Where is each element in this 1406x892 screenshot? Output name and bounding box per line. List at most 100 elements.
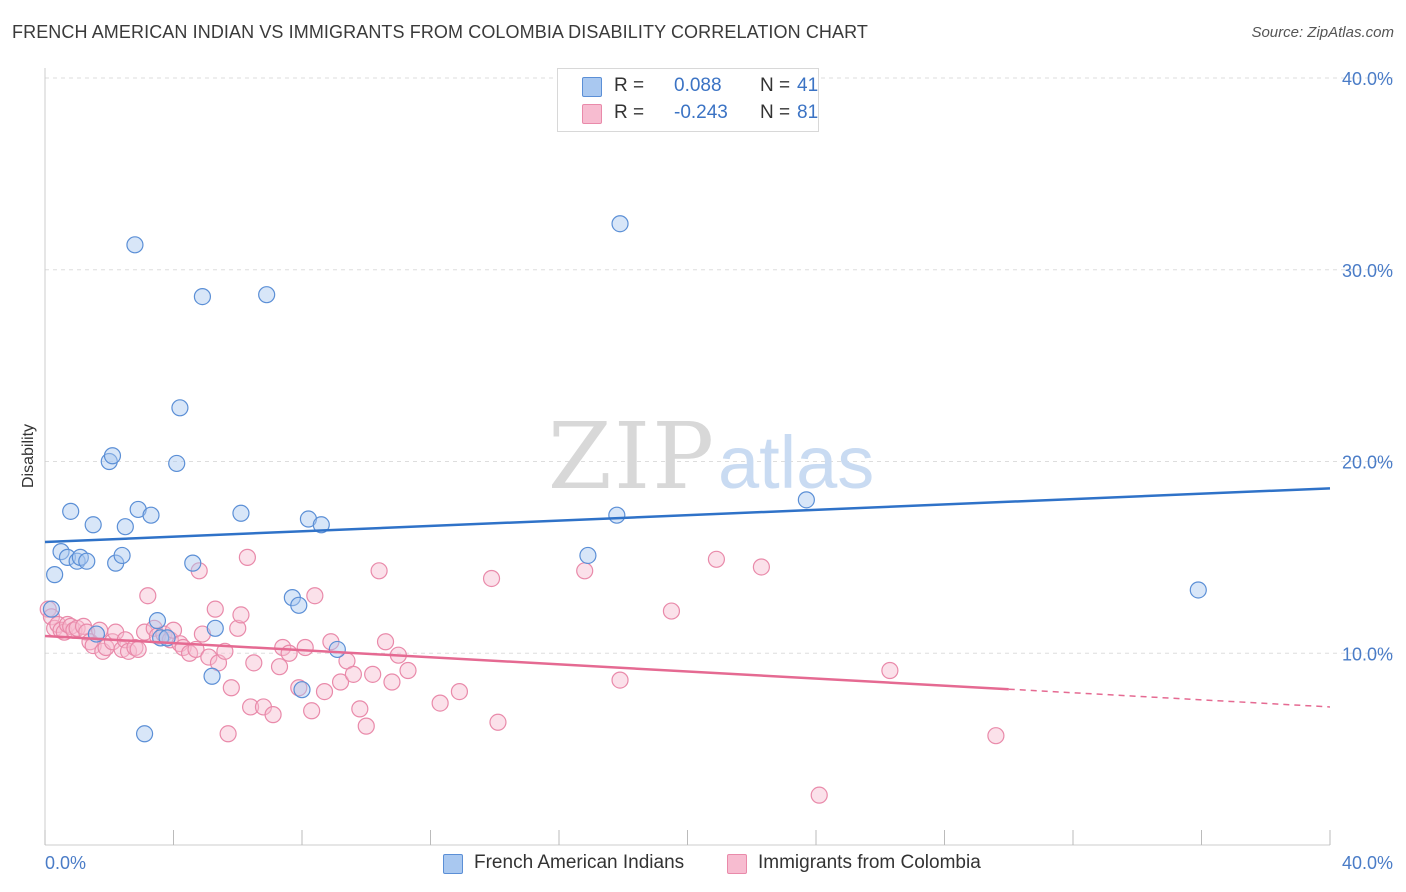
french-american-indians-point [328, 640, 346, 659]
y-tick-label: 30.0% [1342, 261, 1393, 281]
trendline-immigrants-from-colombia [44, 634, 1009, 691]
french-american-indians-point [579, 546, 597, 565]
y-axis-label: Disability [20, 424, 37, 488]
legend-n-label: N = [760, 75, 791, 96]
immigrants-from-colombia-point [206, 600, 224, 618]
trendlines [44, 487, 1331, 708]
x-tick-label-min: 0.0% [45, 853, 86, 873]
french-american-indians-point [142, 506, 160, 524]
correlation-legend: R = 0.088 N = 41 R = -0.243 N = 81 [557, 68, 819, 132]
immigrants-from-colombia-point [264, 706, 282, 724]
immigrants-from-colombia-point [987, 727, 1005, 745]
french-american-indians-point [184, 554, 202, 572]
immigrants-from-colombia-point [139, 587, 157, 605]
chart-source: Source: ZipAtlas.com [1251, 24, 1394, 41]
french-american-indians-point [797, 491, 815, 509]
immigrants-from-colombia-point [364, 665, 382, 683]
french-american-indians-point [62, 502, 80, 520]
french-american-indians-point [116, 518, 134, 536]
legend-r-label: R = [614, 102, 645, 123]
french-american-indians-point [171, 399, 189, 417]
immigrants-from-colombia-point [376, 633, 395, 651]
bottom-legend-swatch-blue [443, 854, 463, 874]
immigrants-from-colombia-point [357, 717, 375, 735]
immigrants-from-colombia-point [315, 682, 334, 701]
immigrants-from-colombia-point [135, 623, 154, 641]
french-american-indians-point [42, 600, 61, 618]
immigrants-from-colombia-point [68, 619, 86, 637]
immigrants-from-colombia-point [810, 786, 828, 804]
immigrants-from-colombia-point [881, 661, 899, 680]
immigrants-from-colombia-point [222, 679, 240, 697]
legend-n-value: 41 [797, 75, 819, 96]
immigrants-from-colombia-point [232, 606, 250, 624]
french-american-indians-point [193, 287, 212, 306]
immigrants-from-colombia-point [229, 619, 247, 637]
french-american-indians-point [58, 548, 77, 566]
immigrants-from-colombia-point [303, 702, 321, 720]
immigrants-from-colombia-point [219, 725, 237, 743]
bottom-legend-swatch-pink [727, 854, 747, 874]
immigrants-from-colombia-point [351, 700, 369, 718]
french-american-indians-point [113, 546, 131, 565]
immigrants-from-colombia-point [662, 602, 681, 620]
x-tick-label-max: 40.0% [1342, 853, 1393, 873]
immigrants-from-colombia-point [752, 558, 770, 576]
immigrants-from-colombia-point [482, 569, 501, 588]
french-american-indians-point [258, 286, 276, 304]
french-american-indians-point [1189, 581, 1207, 599]
french-american-indians-point [103, 447, 122, 465]
immigrants-from-colombia-point [280, 644, 298, 662]
immigrants-from-colombia-point [245, 654, 263, 672]
french-american-indians-point [293, 681, 311, 699]
immigrants-from-colombia-point [431, 694, 449, 712]
french-american-indians-point [206, 619, 224, 637]
french-american-indians-point [290, 596, 308, 614]
legend-swatch-blue [582, 77, 602, 97]
y-tick-label: 10.0% [1342, 644, 1393, 664]
french-american-indians-point [148, 612, 167, 630]
immigrants-from-colombia-point [306, 587, 324, 605]
immigrants-from-colombia-point [296, 638, 314, 657]
watermark-atlas: atlas [718, 421, 874, 504]
immigrants-from-colombia-point [576, 562, 594, 580]
french-american-indians-point [84, 516, 102, 534]
immigrants-from-colombia-point [450, 682, 469, 701]
watermark: ZIP atlas [548, 403, 874, 510]
legend-swatch-pink [582, 104, 602, 124]
trendline-immigrants-from-colombia-extrapolated [1008, 688, 1331, 708]
trendline-french-american-indians [44, 487, 1331, 544]
french-american-indians-point [46, 566, 64, 584]
immigrants-from-colombia-point [344, 665, 362, 683]
x-tick-labels: 0.0% 40.0% [45, 853, 1393, 873]
bottom-legend-label: French American Indians [474, 852, 685, 873]
french-american-indians-point [78, 552, 96, 570]
immigrants-from-colombia-point [242, 698, 260, 716]
french-american-indians-point [126, 236, 144, 254]
immigrants-from-colombia-point [399, 661, 417, 680]
legend-r-value: 0.088 [674, 75, 722, 96]
legend-n-label: N = [760, 102, 791, 123]
bottom-legend-label: Immigrants from Colombia [758, 852, 981, 873]
immigrants-from-colombia-point [270, 658, 289, 676]
watermark-zip: ZIP [548, 403, 716, 510]
immigrants-from-colombia-point [370, 562, 388, 580]
french-american-indians-point [52, 543, 70, 561]
legend-r-label: R = [614, 75, 645, 96]
axes [44, 68, 1331, 846]
chart-title: FRENCH AMERICAN INDIAN VS IMMIGRANTS FRO… [12, 22, 869, 42]
immigrants-from-colombia-point [331, 673, 350, 691]
series-french-american-indians [42, 215, 1207, 743]
french-american-indians-point [203, 667, 221, 685]
y-tick-label: 40.0% [1342, 69, 1393, 89]
immigrants-from-colombia-point [238, 548, 256, 566]
series-immigrants-from-colombia [39, 548, 1005, 804]
immigrants-from-colombia-point [129, 640, 147, 659]
french-american-indians-point [168, 454, 186, 473]
legend-n-value: 81 [797, 102, 819, 123]
immigrants-from-colombia-point [200, 648, 218, 666]
french-american-indians-point [611, 215, 629, 233]
french-american-indians-point [312, 516, 330, 534]
immigrants-from-colombia-point [707, 550, 726, 568]
